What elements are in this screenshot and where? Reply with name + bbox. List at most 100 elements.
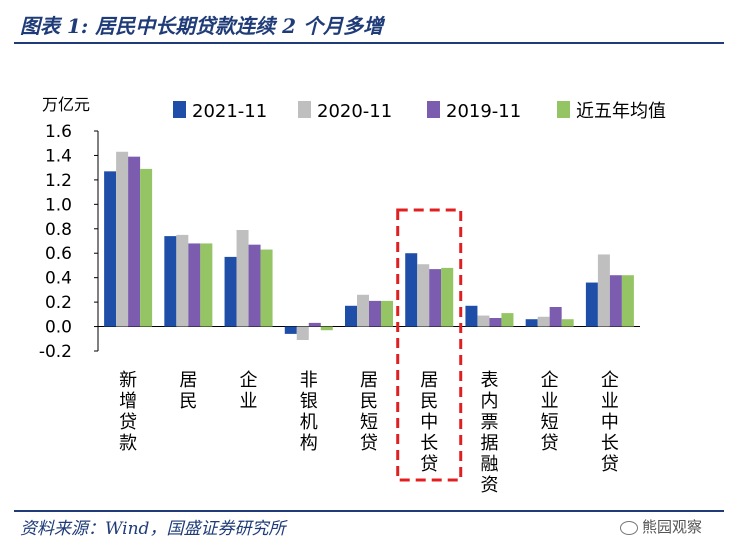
bar bbox=[140, 168, 153, 327]
x-tick-label: 居 bbox=[360, 370, 378, 391]
x-tick-label: 贷 bbox=[601, 454, 619, 475]
x-tick-label: 表 bbox=[480, 370, 498, 391]
source-note: 资料来源：Wind，国盛证券研究所 bbox=[20, 519, 286, 539]
x-tick-label: 中 bbox=[420, 412, 438, 433]
y-tick-label: 0.4 bbox=[45, 269, 72, 289]
bar bbox=[248, 244, 261, 327]
x-tick-label: 企 bbox=[541, 370, 559, 391]
x-tick-label: 内 bbox=[480, 391, 498, 412]
x-tick-label: 据 bbox=[480, 433, 498, 454]
x-tick-label: 居 bbox=[420, 370, 438, 391]
bar bbox=[525, 319, 538, 327]
x-tick-label: 长 bbox=[601, 433, 619, 454]
bar bbox=[621, 275, 634, 327]
legend-swatch bbox=[298, 101, 311, 118]
x-tick-label: 融 bbox=[480, 454, 498, 475]
bar bbox=[405, 253, 418, 327]
title-divider bbox=[14, 42, 724, 44]
bar bbox=[308, 322, 321, 327]
bar bbox=[549, 307, 562, 327]
legend-label: 2019-11 bbox=[446, 101, 521, 122]
bar bbox=[561, 319, 574, 327]
bar bbox=[176, 234, 189, 327]
bar bbox=[345, 305, 357, 327]
bar bbox=[597, 254, 610, 327]
y-tick-label: 1.2 bbox=[45, 171, 72, 191]
bar bbox=[417, 264, 430, 327]
bar bbox=[284, 326, 297, 334]
bar bbox=[104, 171, 117, 327]
legend-swatch bbox=[557, 101, 570, 118]
x-tick-label: 业 bbox=[601, 391, 619, 412]
bar bbox=[609, 275, 622, 327]
chart-title: 图表 1: 居民中长期贷款连续 2 个月多增 bbox=[20, 14, 384, 38]
bar bbox=[236, 230, 249, 327]
bar bbox=[369, 300, 381, 327]
watermark: 熊园观察 bbox=[620, 516, 702, 537]
y-axis: -0.2 0.0 0.2 0.4 0.6 0.8 1.0 1.2 1.4 1.6 bbox=[39, 122, 640, 362]
x-tick-label: 居 bbox=[179, 370, 197, 391]
y-tick-label: 0.6 bbox=[45, 244, 72, 264]
x-tick-label: 中 bbox=[601, 412, 619, 433]
x-tick-label: 企 bbox=[601, 370, 619, 391]
y-tick-label: 0.2 bbox=[45, 293, 72, 313]
x-tick-label: 民 bbox=[179, 391, 197, 412]
x-tick-label: 非 bbox=[300, 370, 318, 391]
bar bbox=[224, 256, 237, 327]
bar bbox=[320, 326, 333, 331]
x-tick-label: 增 bbox=[119, 391, 137, 412]
legend-swatch bbox=[173, 101, 186, 118]
x-tick-label: 新 bbox=[119, 370, 137, 391]
bar bbox=[477, 315, 490, 327]
x-tick-label: 民 bbox=[420, 391, 438, 412]
x-tick-label: 构 bbox=[300, 433, 318, 454]
x-tick-label: 银 bbox=[300, 391, 318, 412]
bar bbox=[429, 269, 442, 327]
y-tick-label: 1.0 bbox=[45, 195, 72, 215]
bar bbox=[381, 300, 393, 327]
y-tick-label: 1.4 bbox=[45, 146, 72, 166]
wechat-icon bbox=[620, 520, 638, 535]
x-tick-label: 票 bbox=[480, 412, 498, 433]
x-tick-label: 业 bbox=[240, 391, 258, 412]
bar bbox=[465, 305, 478, 327]
legend-label: 2021-11 bbox=[192, 101, 267, 122]
highlight-box bbox=[396, 208, 463, 482]
x-tick-label: 短 bbox=[541, 412, 559, 433]
bar bbox=[260, 249, 273, 327]
bar-chart: 万亿元 2021-11 2020-11 2019-11 近五年均值 -0.2 0.0 0.… bbox=[39, 95, 666, 496]
x-tick-label: 贷 bbox=[541, 433, 559, 454]
x-tick-label: 贷 bbox=[420, 454, 438, 475]
x-tick-label: 民 bbox=[360, 391, 378, 412]
bar bbox=[116, 151, 129, 327]
x-tick-label: 资 bbox=[480, 475, 498, 496]
bars bbox=[104, 151, 634, 340]
y-tick-label: 0.0 bbox=[45, 318, 72, 338]
x-tick-label: 贷 bbox=[119, 412, 137, 433]
bar bbox=[501, 313, 514, 327]
x-tick-label: 贷 bbox=[360, 433, 378, 454]
y-tick-label: -0.2 bbox=[39, 342, 72, 362]
x-tick-label: 款 bbox=[119, 433, 137, 454]
legend: 2021-11 2020-11 2019-11 近五年均值 bbox=[173, 101, 666, 122]
watermark-text: 熊园观察 bbox=[642, 518, 703, 536]
bar bbox=[128, 156, 141, 327]
bar bbox=[188, 243, 201, 327]
x-tick-label: 业 bbox=[541, 391, 559, 412]
legend-swatch bbox=[427, 101, 440, 118]
bar bbox=[164, 236, 177, 327]
bar bbox=[200, 243, 213, 327]
bar bbox=[537, 316, 550, 327]
legend-label: 2020-11 bbox=[317, 101, 392, 122]
bar bbox=[296, 326, 309, 340]
x-tick-label: 企 bbox=[240, 370, 258, 391]
x-tick-label: 短 bbox=[360, 412, 378, 433]
legend-label: 近五年均值 bbox=[576, 101, 666, 122]
footer-divider bbox=[14, 510, 724, 512]
bar bbox=[585, 282, 598, 327]
y-tick-label: 1.6 bbox=[45, 122, 72, 142]
bar bbox=[441, 267, 454, 327]
bar bbox=[357, 294, 369, 327]
y-tick-label: 0.8 bbox=[45, 220, 72, 240]
